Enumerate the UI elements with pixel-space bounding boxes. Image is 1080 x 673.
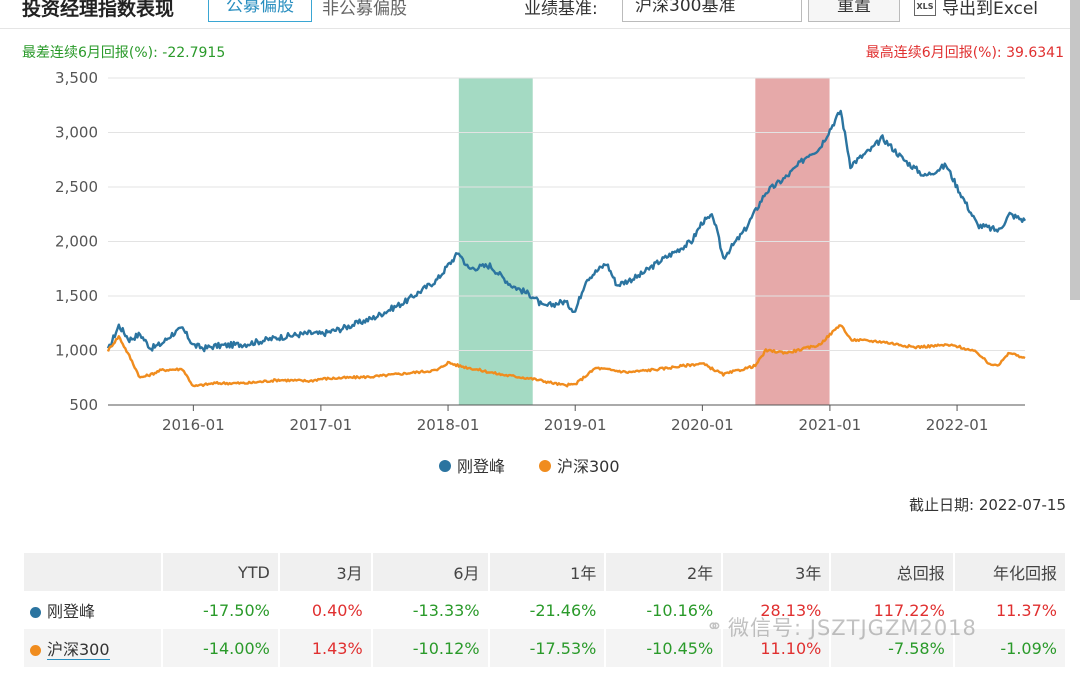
performance-chart: 500 1,000 1,500 2,000 2,500 3,000 3,500 2016-01… <box>55 69 1027 476</box>
as-of-date: 截止日期: 2022-07-15 <box>909 496 1066 514</box>
cell-3y: 28.13% <box>721 591 831 629</box>
reset-button[interactable]: 重置 <box>808 0 900 22</box>
header-cell-1y: 1年 <box>487 553 606 591</box>
xls-icon[interactable]: XLS <box>914 0 936 16</box>
row-name: 刚登峰 <box>47 602 96 621</box>
benchmark-select[interactable]: 沪深300基准 <box>622 0 802 22</box>
cell-3m: 0.40% <box>277 591 372 629</box>
series-line-1 <box>106 109 1027 353</box>
header-cell-3m: 3月 <box>277 553 372 591</box>
y-tick-label: 3,000 <box>55 124 98 142</box>
cell-1y: -17.53% <box>487 629 606 667</box>
header-cell-total: 总回报 <box>829 553 954 591</box>
cell-total: 117.22% <box>829 591 954 629</box>
cell-6m: -10.12% <box>370 629 489 667</box>
header-divider <box>0 28 1080 29</box>
row-name-cell: 刚登峰 <box>22 591 162 629</box>
series-line-2 <box>106 324 1026 388</box>
wechat-icon: ⚭ <box>706 614 723 638</box>
y-tick-label: 1,500 <box>55 287 98 305</box>
cell-total: -7.58% <box>829 629 954 667</box>
header-cell-6m: 6月 <box>370 553 489 591</box>
watermark: 微信号: JSZTJGZM2018 <box>728 616 977 640</box>
series-dot-icon <box>30 645 41 656</box>
legend-label-1: 刚登峰 <box>457 457 505 476</box>
row-name-link[interactable]: 沪深300 <box>47 640 110 660</box>
row-name-cell: 沪深300 <box>22 629 162 667</box>
cell-2y: -10.16% <box>604 591 723 629</box>
y-tick-label: 3,500 <box>55 69 98 87</box>
best-6m-return: 最高连续6月回报(%): 39.6341 <box>865 45 1064 61</box>
cell-ytd: -17.50% <box>161 591 279 629</box>
legend-marker-1 <box>439 460 451 472</box>
table-header-row: YTD 3月 6月 1年 2年 3年 总回报 年化回报 <box>22 553 1065 591</box>
x-tick-label: 2019-01 <box>544 416 607 434</box>
y-tick-label: 2,000 <box>55 233 98 251</box>
benchmark-label: 业绩基准: <box>524 0 598 19</box>
cell-ytd: -14.00% <box>161 629 279 667</box>
x-tick-label: 2022-01 <box>926 416 989 434</box>
cell-6m: -13.33% <box>370 591 489 629</box>
cell-3m: 1.43% <box>277 629 372 667</box>
cell-annualized: -1.09% <box>952 629 1065 667</box>
x-tick-label: 2017-01 <box>290 416 353 434</box>
y-tick-label: 2,500 <box>55 178 98 196</box>
performance-table: YTD 3月 6月 1年 2年 3年 总回报 年化回报 刚登峰 -17.50% … <box>22 553 1065 667</box>
tab-non-public-equity[interactable]: 非公募偏股 <box>322 0 407 19</box>
cell-2y: -10.45% <box>604 629 723 667</box>
cell-1y: -21.46% <box>487 591 606 629</box>
cell-annualized: 11.37% <box>952 591 1065 629</box>
scrollbar[interactable] <box>1070 0 1080 300</box>
header-cell-name <box>22 553 162 591</box>
header: 投资经理指数表现 公募偏股 非公募偏股 业绩基准: 沪深300基准 重置 XLS… <box>0 0 1080 28</box>
y-tick-label: 500 <box>69 396 98 414</box>
x-tick-label: 2020-01 <box>671 416 734 434</box>
header-cell-ytd: YTD <box>161 553 279 591</box>
header-cell-annualized: 年化回报 <box>952 553 1065 591</box>
header-cell-2y: 2年 <box>604 553 723 591</box>
table-row: 沪深300 -14.00% 1.43% -10.12% -17.53% -10.… <box>22 629 1065 667</box>
worst-6m-return: 最差连续6月回报(%): -22.7915 <box>22 45 226 61</box>
tab-public-equity[interactable]: 公募偏股 <box>208 0 312 22</box>
table-row: 刚登峰 -17.50% 0.40% -13.33% -21.46% -10.16… <box>22 591 1065 629</box>
x-tick-label: 2016-01 <box>162 416 225 434</box>
page-title: 投资经理指数表现 <box>22 0 175 20</box>
x-tick-label: 2018-01 <box>417 416 480 434</box>
header-cell-3y: 3年 <box>721 553 831 591</box>
y-tick-label: 1,000 <box>55 342 98 360</box>
legend-marker-2 <box>539 460 551 472</box>
x-tick-label: 2021-01 <box>799 416 862 434</box>
cell-3y: 11.10% <box>721 629 831 667</box>
export-excel-link[interactable]: 导出到Excel <box>942 0 1039 19</box>
legend-label-2: 沪深300 <box>557 457 620 476</box>
series-dot-icon <box>30 607 41 618</box>
